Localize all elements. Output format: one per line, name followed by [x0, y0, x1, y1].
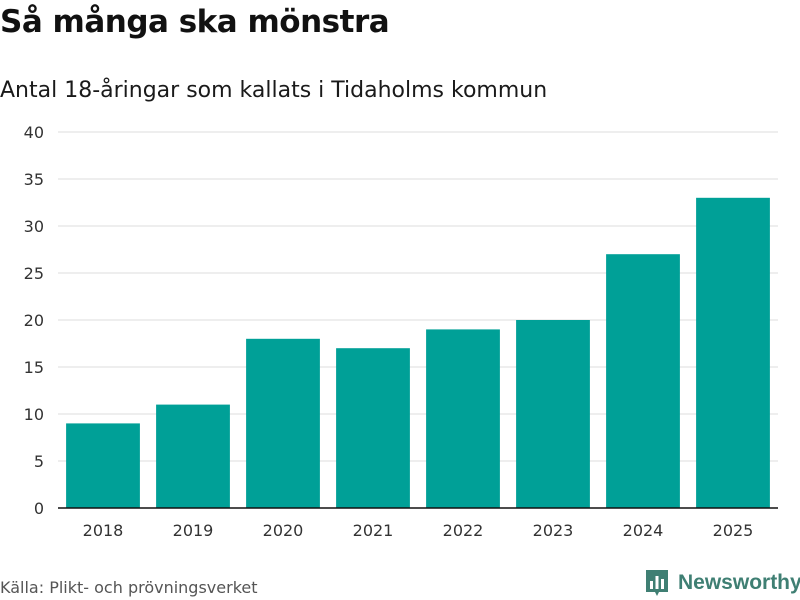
source-note: Källa: Plikt- och prövningsverket — [0, 578, 258, 597]
y-tick-label: 30 — [24, 217, 44, 236]
newsworthy-brand[interactable]: Newsworthy — [644, 568, 800, 598]
y-tick-label: 5 — [34, 452, 44, 471]
bar-2021 — [336, 348, 410, 508]
bars — [66, 197, 770, 509]
bar-2022 — [426, 329, 500, 508]
y-axis-ticks: 0 5 10 15 20 25 30 35 40 — [24, 123, 44, 518]
x-tick-label: 2022 — [443, 521, 484, 540]
x-tick-label: 2020 — [263, 521, 304, 540]
bar-2024 — [606, 254, 680, 508]
y-tick-label: 25 — [24, 264, 44, 283]
x-axis-ticks: 2018 2019 2020 2021 2022 2023 2024 2025 — [83, 521, 754, 540]
y-tick-label: 40 — [24, 123, 44, 142]
x-tick-label: 2023 — [533, 521, 574, 540]
y-tick-label: 10 — [24, 405, 44, 424]
y-tick-label: 0 — [34, 499, 44, 518]
x-tick-label: 2021 — [353, 521, 394, 540]
x-tick-label: 2025 — [713, 521, 754, 540]
bar-2023 — [516, 320, 590, 508]
bar-2018 — [66, 423, 140, 508]
brand-name: Newsworthy — [678, 571, 800, 594]
x-tick-label: 2018 — [83, 521, 124, 540]
chart-title: Så många ska mönstra — [0, 4, 390, 40]
x-tick-label: 2024 — [623, 521, 664, 540]
y-tick-label: 15 — [24, 358, 44, 377]
bar-2019 — [156, 404, 230, 508]
bar-2020 — [246, 338, 320, 508]
y-tick-label: 20 — [24, 311, 44, 330]
chart-subtitle: Antal 18-åringar som kallats i Tidaholms… — [0, 78, 548, 103]
x-tick-label: 2019 — [173, 521, 214, 540]
y-tick-label: 35 — [24, 170, 44, 189]
bar-2025 — [696, 197, 770, 509]
bar-chart-logo-icon — [646, 570, 668, 596]
